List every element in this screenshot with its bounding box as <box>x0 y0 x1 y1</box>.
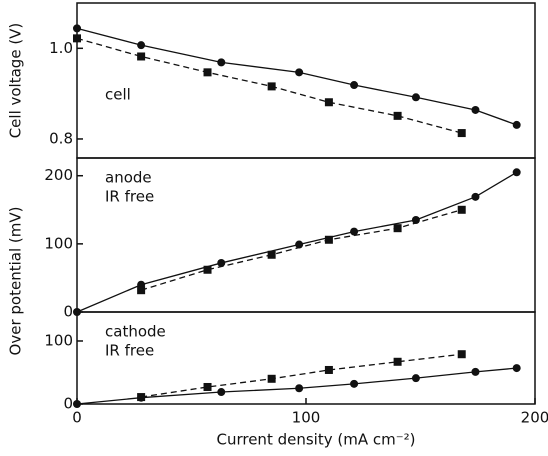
circle-marker <box>471 192 480 201</box>
circle-marker <box>137 41 146 50</box>
square-marker <box>393 111 402 120</box>
y-tick-label: 1.0 <box>49 39 73 57</box>
series-line <box>141 353 462 398</box>
annotation: anode <box>105 169 152 187</box>
circle-marker <box>350 227 359 236</box>
square-marker <box>137 393 146 402</box>
x-tick-label: 100 <box>292 409 321 427</box>
square-marker <box>267 250 276 259</box>
circle-marker <box>411 374 420 383</box>
circle-marker <box>471 367 480 376</box>
series-line <box>76 367 517 405</box>
series-line <box>140 209 462 291</box>
square-marker <box>137 286 146 295</box>
square-marker <box>324 365 333 374</box>
panel-frame <box>76 2 536 159</box>
x-tick-label: 200 <box>521 409 548 427</box>
circle-marker <box>350 81 359 90</box>
y-tick-label: 100 <box>44 234 73 252</box>
square-marker <box>457 205 466 214</box>
square-marker <box>393 224 402 233</box>
circle-marker <box>217 258 226 267</box>
square-marker <box>324 235 333 244</box>
square-marker <box>203 68 212 77</box>
circle-marker <box>512 120 521 129</box>
circle-marker <box>217 58 226 67</box>
y-tick-label: 100 <box>44 331 73 349</box>
circle-marker <box>471 105 480 114</box>
square-marker <box>324 98 333 107</box>
square-marker <box>267 82 276 91</box>
circle-marker <box>217 388 226 397</box>
circle-marker <box>295 68 304 77</box>
square-marker <box>203 265 212 274</box>
square-marker <box>267 374 276 383</box>
circle-marker <box>512 168 521 177</box>
circle-marker <box>512 364 521 373</box>
annotation: IR free <box>105 342 154 360</box>
circle-marker <box>73 24 81 33</box>
square-marker <box>393 357 402 366</box>
annotation: IR free <box>105 188 154 206</box>
series-line <box>76 27 517 126</box>
y-axis-label: Over potential (mV) <box>7 207 25 356</box>
y-tick-label: 200 <box>44 166 73 184</box>
circle-marker <box>411 93 420 102</box>
y-axis-label: Cell voltage (V) <box>7 23 25 139</box>
circle-marker <box>350 379 359 388</box>
annotation: cathode <box>105 323 166 341</box>
circle-marker <box>73 400 81 408</box>
square-marker <box>203 382 212 391</box>
square-marker <box>137 52 146 61</box>
x-axis-label: Current density (mA cm⁻²) <box>216 431 415 449</box>
square-marker <box>73 34 81 43</box>
y-tick-label: 0 <box>63 303 73 321</box>
annotation: cell <box>105 86 131 104</box>
x-tick-label: 0 <box>72 409 82 427</box>
y-tick-label: 0.8 <box>49 129 73 147</box>
circle-marker <box>295 384 304 393</box>
y-tick-label: 0 <box>63 395 73 413</box>
square-marker <box>457 129 466 138</box>
square-marker <box>457 350 466 359</box>
